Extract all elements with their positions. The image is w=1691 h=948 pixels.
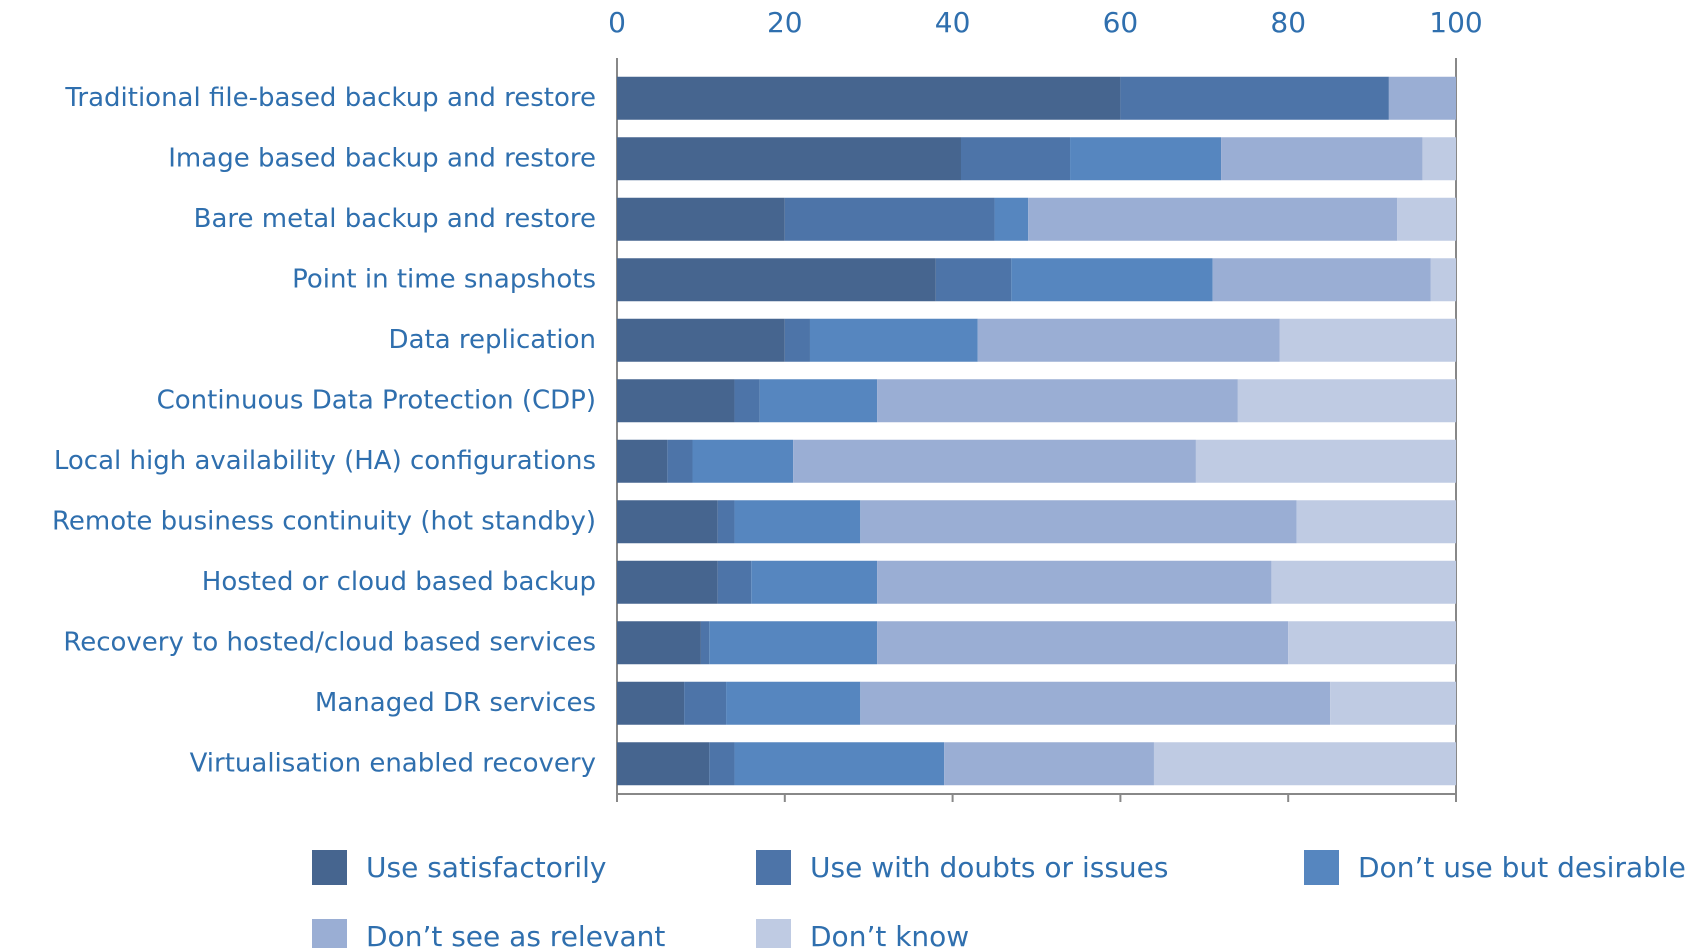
bar-segment xyxy=(1296,500,1456,544)
legend-label: Use with doubts or issues xyxy=(810,851,1168,884)
bar-segment xyxy=(1388,76,1456,120)
bar-segment xyxy=(617,500,718,544)
legend-label: Use satisfactorily xyxy=(366,851,606,884)
legend-swatch xyxy=(312,850,347,885)
bar-segment xyxy=(1195,439,1456,483)
bar-segment xyxy=(700,621,710,665)
bar-segment xyxy=(1279,318,1456,362)
y-tick-label: Continuous Data Protection (CDP) xyxy=(157,385,596,415)
x-tick-label: 0 xyxy=(608,6,626,39)
bar-segment xyxy=(1397,197,1456,241)
bar-segment xyxy=(809,318,978,362)
y-tick-label: Remote business continuity (hot standby) xyxy=(52,506,596,536)
bar-segment xyxy=(944,742,1154,786)
bar-segment xyxy=(617,560,718,604)
bar-segment xyxy=(935,258,1012,302)
bar-segment xyxy=(793,439,1196,483)
bar-segment xyxy=(692,439,794,483)
bar-segment xyxy=(1120,76,1389,120)
legend-swatch xyxy=(312,919,347,948)
bar-segment xyxy=(877,379,1238,423)
bar-segment xyxy=(784,318,810,362)
y-tick-label: Hosted or cloud based backup xyxy=(202,567,596,597)
bar-segment xyxy=(684,681,727,725)
bar-segment xyxy=(617,318,785,362)
bar-segment xyxy=(734,500,861,544)
y-tick-label: Virtualisation enabled recovery xyxy=(190,748,596,778)
bar-segment xyxy=(617,742,710,786)
x-tick-label: 80 xyxy=(1270,6,1306,39)
bar-segment xyxy=(717,560,752,604)
bar-segment xyxy=(709,742,735,786)
bar-segment xyxy=(1430,258,1456,302)
y-tick-label: Local high availability (HA) configurati… xyxy=(54,446,596,476)
bar-segment xyxy=(617,258,936,302)
bar-segment xyxy=(617,621,701,665)
bar-segment xyxy=(877,621,1289,665)
bar-segment xyxy=(1237,379,1456,423)
bar-segment xyxy=(860,681,1331,725)
bar-segment xyxy=(1221,137,1423,181)
bar-segment xyxy=(1330,681,1456,725)
y-tick-label: Point in time snapshots xyxy=(292,264,596,294)
bar-segment xyxy=(1011,258,1213,302)
y-tick-label: Traditional file-based backup and restor… xyxy=(64,83,596,113)
bar-segment xyxy=(1070,137,1222,181)
legend-label: Don’t know xyxy=(810,920,969,948)
bar-segment xyxy=(1422,137,1456,181)
bar-segment xyxy=(617,137,961,181)
bar-segment xyxy=(726,681,861,725)
bar-segment xyxy=(617,681,685,725)
legend-swatch xyxy=(1304,850,1339,885)
bar-segment xyxy=(1028,197,1398,241)
bar-segment xyxy=(1288,621,1456,665)
x-tick-label: 20 xyxy=(767,6,803,39)
y-tick-label: Managed DR services xyxy=(315,688,596,718)
bar-segment xyxy=(977,318,1280,362)
y-tick-label: Image based backup and restore xyxy=(168,143,596,173)
bar-segment xyxy=(994,197,1029,241)
bar-segment xyxy=(784,197,995,241)
bar-segment xyxy=(667,439,693,483)
bar-segment xyxy=(1271,560,1456,604)
legend-swatch xyxy=(756,919,791,948)
bar-segment xyxy=(617,379,735,423)
legend-label: Don’t use but desirable xyxy=(1358,851,1686,884)
y-tick-label: Data replication xyxy=(389,325,596,355)
bar-segment xyxy=(734,379,760,423)
bar-segment xyxy=(734,742,945,786)
x-tick-label: 100 xyxy=(1429,6,1482,39)
bar-segment xyxy=(751,560,878,604)
bar-segment xyxy=(717,500,735,544)
legend-label: Don’t see as relevant xyxy=(366,920,665,948)
bar-segment xyxy=(877,560,1272,604)
bar-segment xyxy=(617,439,668,483)
bar-segment xyxy=(960,137,1071,181)
bar-segment xyxy=(759,379,878,423)
x-tick-label: 40 xyxy=(935,6,971,39)
bar-segment xyxy=(617,76,1121,120)
y-tick-label: Bare metal backup and restore xyxy=(194,204,596,234)
bar-segment xyxy=(860,500,1297,544)
y-tick-label: Recovery to hosted/cloud based services xyxy=(63,627,596,657)
bar-segment xyxy=(617,197,785,241)
bar-segment xyxy=(1212,258,1431,302)
x-tick-label: 60 xyxy=(1103,6,1139,39)
bar-segment xyxy=(1153,742,1456,786)
legend-swatch xyxy=(756,850,791,885)
bar-segment xyxy=(709,621,878,665)
